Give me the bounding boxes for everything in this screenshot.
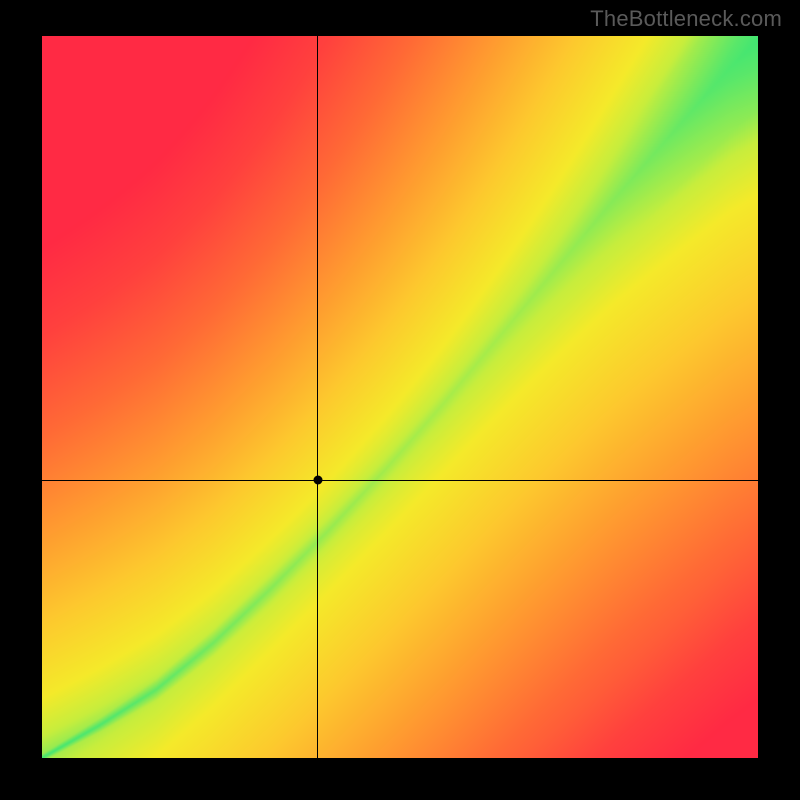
crosshair-vertical bbox=[317, 36, 318, 758]
watermark-text: TheBottleneck.com bbox=[590, 6, 782, 32]
chart-container: TheBottleneck.com bbox=[0, 0, 800, 800]
crosshair-marker bbox=[313, 476, 322, 485]
heatmap-plot bbox=[42, 36, 758, 758]
crosshair-horizontal bbox=[42, 480, 758, 481]
heatmap-canvas bbox=[42, 36, 758, 758]
